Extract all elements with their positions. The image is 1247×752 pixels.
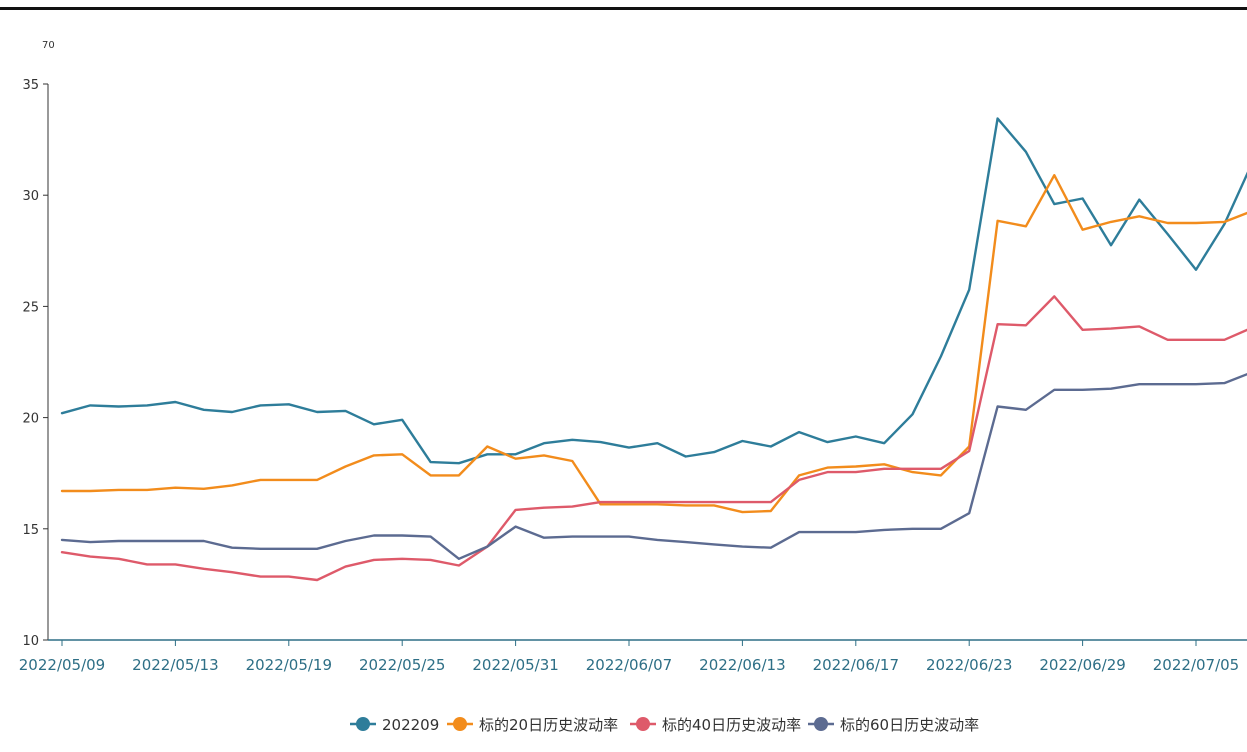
chart-legend: 202209 标的20日历史波动率 标的40日历史波动率 标的60日历史波动率 [350, 716, 979, 734]
legend-item-1[interactable]: 202209 [350, 716, 439, 734]
series-line-3 [60, 295, 1247, 582]
y-tick-label: 35 [22, 78, 39, 93]
legend-swatch-dot [356, 717, 370, 731]
y-unit-label: 70 [42, 40, 55, 51]
x-tick-label: 2022/06/29 [1039, 656, 1125, 674]
legend-item-4[interactable]: 标的60日历史波动率 [808, 716, 979, 734]
chart-series-group [60, 117, 1247, 582]
y-tick-label: 10 [22, 634, 39, 649]
legend-item-3[interactable]: 标的40日历史波动率 [630, 716, 801, 734]
x-tick-label: 2022/06/07 [586, 656, 672, 674]
y-tick-label: 30 [22, 189, 39, 204]
legend-label: 标的40日历史波动率 [662, 716, 801, 734]
x-tick-label: 2022/07/05 [1153, 656, 1239, 674]
chart-axes: 10 15 20 25 30 35 2022/05/09 2022/05/13 2022/05/… [19, 78, 1247, 674]
legend-swatch-dot [636, 717, 650, 731]
x-tick-label: 2022/06/13 [699, 656, 785, 674]
x-tick-label: 2022/05/09 [19, 656, 105, 674]
series-line-2 [60, 173, 1247, 514]
legend-swatch-dot [453, 717, 467, 731]
legend-item-2[interactable]: 标的20日历史波动率 [447, 716, 618, 734]
y-tick-label: 25 [22, 300, 39, 315]
y-tick-label: 20 [22, 412, 39, 427]
x-tick-label: 2022/05/31 [472, 656, 558, 674]
x-tick-label: 2022/05/13 [132, 656, 218, 674]
y-tick-label: 15 [22, 523, 39, 538]
x-tick-label: 2022/06/23 [926, 656, 1012, 674]
legend-label: 202209 [382, 716, 439, 734]
series-line-1 [60, 117, 1247, 465]
legend-label: 标的20日历史波动率 [479, 716, 618, 734]
legend-label: 标的60日历史波动率 [840, 716, 979, 734]
x-tick-label: 2022/05/19 [246, 656, 332, 674]
x-tick-label: 2022/05/25 [359, 656, 445, 674]
legend-swatch-dot [814, 717, 828, 731]
series-line-4 [60, 372, 1247, 560]
top-rule [0, 7, 1247, 10]
x-tick-label: 2022/06/17 [813, 656, 899, 674]
